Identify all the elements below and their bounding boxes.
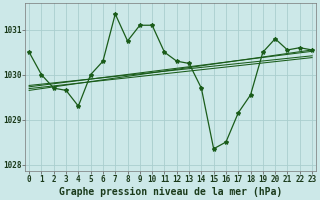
X-axis label: Graphe pression niveau de la mer (hPa): Graphe pression niveau de la mer (hPa) bbox=[59, 187, 282, 197]
